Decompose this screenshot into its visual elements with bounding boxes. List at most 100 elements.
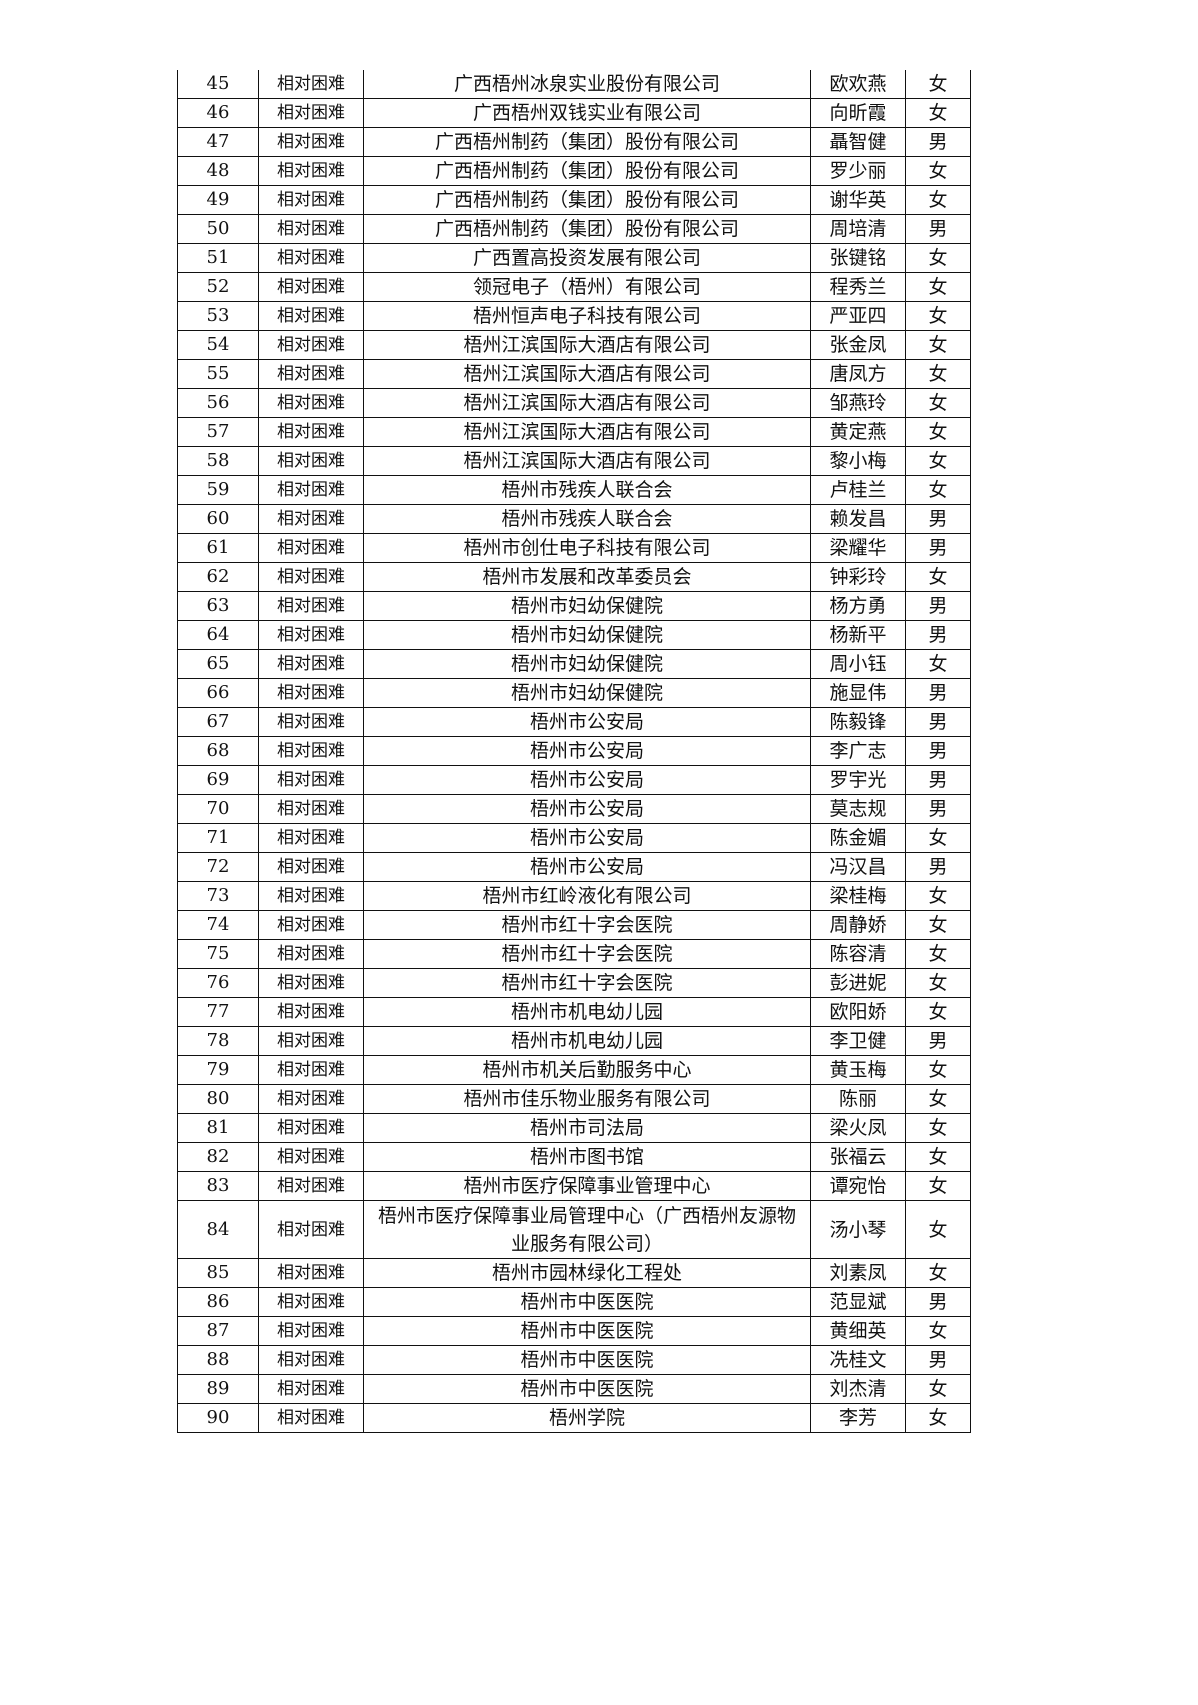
person-name-cell: 彭进妮 bbox=[810, 968, 906, 998]
table-row: 81 相对困难 梧州市司法局 梁火凤女 bbox=[177, 1113, 971, 1143]
gender-cell: 女 bbox=[905, 1055, 971, 1085]
difficulty-category-cell: 相对困难 bbox=[258, 388, 364, 418]
employer-name-cell: 梧州市机电幼儿园 bbox=[363, 997, 811, 1027]
person-name-cell: 梁火凤 bbox=[810, 1113, 906, 1143]
person-name-cell: 梁桂梅 bbox=[810, 881, 906, 911]
difficulty-category-cell: 相对困难 bbox=[258, 1200, 364, 1259]
table-row: 63 相对困难 梧州市妇幼保健院 杨方勇男 bbox=[177, 591, 971, 621]
employer-name-cell: 领冠电子（梧州）有限公司 bbox=[363, 272, 811, 302]
person-name-cell: 黎小梅 bbox=[810, 446, 906, 476]
gender-cell: 女 bbox=[905, 997, 971, 1027]
gender-cell: 男 bbox=[905, 794, 971, 824]
gender-cell: 女 bbox=[905, 417, 971, 447]
gender-cell: 女 bbox=[905, 968, 971, 998]
table-row: 73 相对困难 梧州市红岭液化有限公司 梁桂梅女 bbox=[177, 881, 971, 911]
table-row: 50 相对困难 广西梧州制药（集团）股份有限公司 周培清男 bbox=[177, 214, 971, 244]
row-number-cell: 68 bbox=[177, 736, 259, 766]
employer-name-cell: 梧州市创仕电子科技有限公司 bbox=[363, 533, 811, 563]
table-row: 54 相对困难 梧州江滨国际大酒店有限公司 张金凤女 bbox=[177, 330, 971, 360]
row-number-cell: 56 bbox=[177, 388, 259, 418]
difficulty-category-cell: 相对困难 bbox=[258, 1403, 364, 1433]
table-row: 79 相对困难 梧州市机关后勤服务中心 黄玉梅女 bbox=[177, 1055, 971, 1085]
row-number-cell: 45 bbox=[177, 70, 259, 99]
gender-cell: 女 bbox=[905, 70, 971, 99]
gender-cell: 女 bbox=[905, 272, 971, 302]
gender-cell: 女 bbox=[905, 1113, 971, 1143]
table-row: 86 相对困难 梧州市中医医院 范显斌男 bbox=[177, 1287, 971, 1317]
person-name-cell: 刘杰清 bbox=[810, 1374, 906, 1404]
employer-name-cell: 梧州市中医医院 bbox=[363, 1287, 811, 1317]
person-name-cell: 卢桂兰 bbox=[810, 475, 906, 505]
table-row: 62 相对困难 梧州市发展和改革委员会 钟彩玲女 bbox=[177, 562, 971, 592]
gender-cell: 男 bbox=[905, 1026, 971, 1056]
difficulty-category-cell: 相对困难 bbox=[258, 359, 364, 389]
row-number-cell: 47 bbox=[177, 127, 259, 157]
gender-cell: 男 bbox=[905, 1287, 971, 1317]
employer-name-cell: 梧州市妇幼保健院 bbox=[363, 591, 811, 621]
row-number-cell: 86 bbox=[177, 1287, 259, 1317]
gender-cell: 女 bbox=[905, 939, 971, 969]
row-number-cell: 57 bbox=[177, 417, 259, 447]
employer-name-cell: 广西梧州冰泉实业股份有限公司 bbox=[363, 70, 811, 99]
gender-cell: 女 bbox=[905, 1403, 971, 1433]
person-name-cell: 谭宛怡 bbox=[810, 1171, 906, 1201]
difficulty-category-cell: 相对困难 bbox=[258, 765, 364, 795]
employer-name-cell: 梧州学院 bbox=[363, 1403, 811, 1433]
row-number-cell: 73 bbox=[177, 881, 259, 911]
table-row: 83 相对困难 梧州市医疗保障事业管理中心 谭宛怡女 bbox=[177, 1171, 971, 1201]
person-name-cell: 唐凤方 bbox=[810, 359, 906, 389]
gender-cell: 男 bbox=[905, 591, 971, 621]
row-number-cell: 82 bbox=[177, 1142, 259, 1172]
employer-name-cell: 梧州市红十字会医院 bbox=[363, 939, 811, 969]
difficulty-category-cell: 相对困难 bbox=[258, 823, 364, 853]
row-number-cell: 76 bbox=[177, 968, 259, 998]
table-row: 68 相对困难 梧州市公安局 李广志男 bbox=[177, 736, 971, 766]
person-name-cell: 梁耀华 bbox=[810, 533, 906, 563]
difficulty-category-cell: 相对困难 bbox=[258, 98, 364, 128]
person-name-cell: 罗少丽 bbox=[810, 156, 906, 186]
employer-name-cell: 广西梧州双钱实业有限公司 bbox=[363, 98, 811, 128]
person-name-cell: 杨方勇 bbox=[810, 591, 906, 621]
person-name-cell: 刘素凤 bbox=[810, 1258, 906, 1288]
row-number-cell: 51 bbox=[177, 243, 259, 273]
row-number-cell: 52 bbox=[177, 272, 259, 302]
difficulty-category-cell: 相对困难 bbox=[258, 446, 364, 476]
difficulty-category-cell: 相对困难 bbox=[258, 156, 364, 186]
difficulty-category-cell: 相对困难 bbox=[258, 417, 364, 447]
row-number-cell: 61 bbox=[177, 533, 259, 563]
table-row: 80 相对困难 梧州市佳乐物业服务有限公司 陈丽女 bbox=[177, 1084, 971, 1114]
row-number-cell: 80 bbox=[177, 1084, 259, 1114]
gender-cell: 女 bbox=[905, 475, 971, 505]
person-name-cell: 陈毅锋 bbox=[810, 707, 906, 737]
row-number-cell: 58 bbox=[177, 446, 259, 476]
gender-cell: 女 bbox=[905, 562, 971, 592]
person-name-cell: 张福云 bbox=[810, 1142, 906, 1172]
gender-cell: 女 bbox=[905, 881, 971, 911]
table-row: 55 相对困难 梧州江滨国际大酒店有限公司 唐凤方女 bbox=[177, 359, 971, 389]
table-row: 66 相对困难 梧州市妇幼保健院 施显伟男 bbox=[177, 678, 971, 708]
row-number-cell: 48 bbox=[177, 156, 259, 186]
table-row: 65 相对困难 梧州市妇幼保健院 周小钰女 bbox=[177, 649, 971, 679]
row-number-cell: 79 bbox=[177, 1055, 259, 1085]
table-row: 48 相对困难 广西梧州制药（集团）股份有限公司 罗少丽女 bbox=[177, 156, 971, 186]
table-row: 77 相对困难 梧州市机电幼儿园 欧阳娇女 bbox=[177, 997, 971, 1027]
gender-cell: 男 bbox=[905, 1345, 971, 1375]
employer-name-cell: 梧州市机电幼儿园 bbox=[363, 1026, 811, 1056]
gender-cell: 女 bbox=[905, 823, 971, 853]
table-row: 69 相对困难 梧州市公安局 罗宇光男 bbox=[177, 765, 971, 795]
employer-name-cell: 梧州市妇幼保健院 bbox=[363, 678, 811, 708]
difficulty-category-cell: 相对困难 bbox=[258, 620, 364, 650]
table-row: 74 相对困难 梧州市红十字会医院 周静娇女 bbox=[177, 910, 971, 940]
gender-cell: 女 bbox=[905, 1200, 971, 1259]
row-number-cell: 67 bbox=[177, 707, 259, 737]
gender-cell: 男 bbox=[905, 678, 971, 708]
table-row: 85 相对困难 梧州市园林绿化工程处 刘素凤女 bbox=[177, 1258, 971, 1288]
roster-table-body: 45 相对困难 广西梧州冰泉实业股份有限公司 欧欢燕女 46 相对困难 广西梧州双钱实业有限… bbox=[177, 70, 971, 1433]
person-name-cell: 周培清 bbox=[810, 214, 906, 244]
row-number-cell: 81 bbox=[177, 1113, 259, 1143]
gender-cell: 男 bbox=[905, 707, 971, 737]
difficulty-category-cell: 相对困难 bbox=[258, 1374, 364, 1404]
employer-name-cell: 梧州市中医医院 bbox=[363, 1374, 811, 1404]
table-row: 82 相对困难 梧州市图书馆 张福云女 bbox=[177, 1142, 971, 1172]
row-number-cell: 69 bbox=[177, 765, 259, 795]
